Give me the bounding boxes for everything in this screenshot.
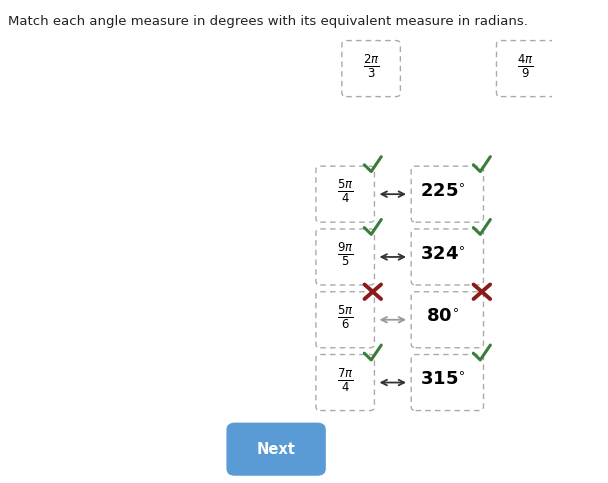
Text: $\mathbf{315}^{\circ}$: $\mathbf{315}^{\circ}$: [420, 371, 466, 389]
FancyBboxPatch shape: [411, 292, 483, 348]
Text: Next: Next: [257, 441, 295, 457]
Text: $\frac{5\pi}{6}$: $\frac{5\pi}{6}$: [337, 304, 353, 331]
FancyBboxPatch shape: [316, 292, 375, 348]
Text: $\frac{5\pi}{4}$: $\frac{5\pi}{4}$: [337, 178, 353, 205]
FancyBboxPatch shape: [411, 355, 483, 411]
FancyBboxPatch shape: [316, 355, 375, 411]
Text: $\frac{4\pi}{9}$: $\frac{4\pi}{9}$: [517, 53, 534, 80]
FancyBboxPatch shape: [411, 229, 483, 285]
Text: $\mathbf{80}^{\circ}$: $\mathbf{80}^{\circ}$: [426, 308, 460, 327]
FancyBboxPatch shape: [497, 41, 555, 97]
FancyBboxPatch shape: [316, 166, 375, 222]
Text: $\frac{7\pi}{4}$: $\frac{7\pi}{4}$: [337, 367, 353, 394]
FancyBboxPatch shape: [342, 41, 401, 97]
Text: $\frac{9\pi}{5}$: $\frac{9\pi}{5}$: [337, 241, 353, 268]
FancyBboxPatch shape: [316, 229, 375, 285]
Text: $\mathbf{225}^{\circ}$: $\mathbf{225}^{\circ}$: [420, 183, 466, 201]
FancyBboxPatch shape: [226, 423, 326, 476]
Text: Match each angle measure in degrees with its equivalent measure in radians.: Match each angle measure in degrees with…: [9, 15, 528, 28]
Text: $\frac{2\pi}{3}$: $\frac{2\pi}{3}$: [363, 53, 379, 80]
FancyBboxPatch shape: [411, 166, 483, 222]
Text: $\mathbf{324}^{\circ}$: $\mathbf{324}^{\circ}$: [420, 245, 466, 264]
